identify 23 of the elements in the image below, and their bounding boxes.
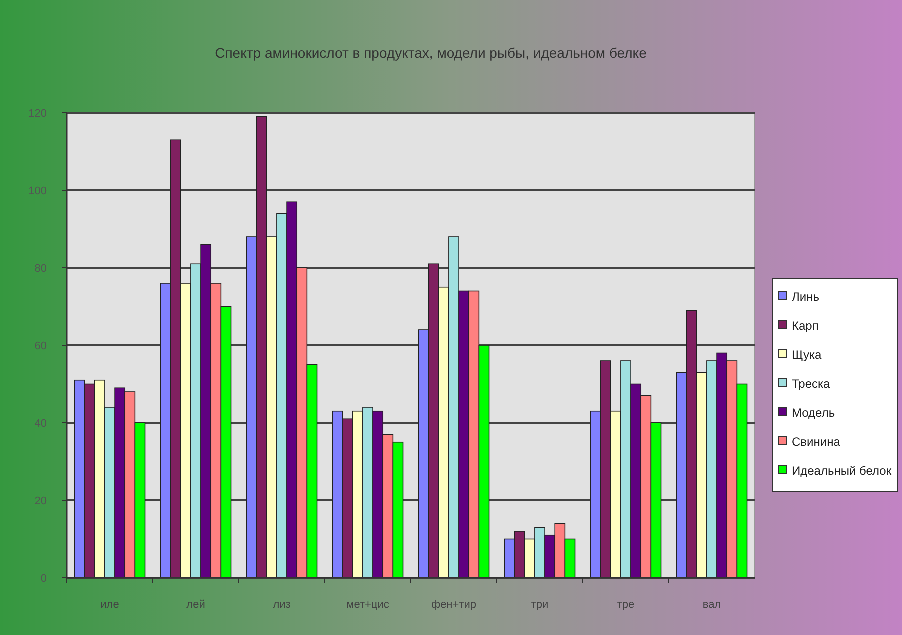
y-tick-label: 120 xyxy=(28,108,47,120)
legend-label: Свинина xyxy=(792,435,841,450)
y-tick-label: 40 xyxy=(34,418,47,430)
y-tick-label: 0 xyxy=(40,572,47,585)
legend-label: Щука xyxy=(792,348,822,362)
legend-label: Модель xyxy=(792,406,836,420)
x-tick-label: тре xyxy=(617,599,635,611)
legend-label: Линь xyxy=(792,290,820,304)
x-tick-label: мет+цис xyxy=(346,599,390,611)
legend-label: Карп xyxy=(792,319,819,334)
y-tick-label: 80 xyxy=(34,262,47,275)
y-tick-label: 20 xyxy=(34,495,47,508)
legend-label: Треска xyxy=(792,377,831,392)
chart-title: Спектр аминокислот в продуктах, модели рыбы, идеальном белке xyxy=(215,45,648,61)
y-tick-label: 60 xyxy=(34,340,47,352)
x-tick-label: три xyxy=(531,599,549,611)
x-tick-label: лей xyxy=(186,599,206,611)
y-tick-label: 100 xyxy=(28,185,47,198)
x-tick-label: вал xyxy=(702,599,722,611)
x-tick-label: фен+тир xyxy=(432,599,476,611)
x-tick-label: иле xyxy=(100,599,120,611)
x-tick-label: лиз xyxy=(273,599,291,611)
legend-label: Идеальный белок xyxy=(792,464,892,478)
